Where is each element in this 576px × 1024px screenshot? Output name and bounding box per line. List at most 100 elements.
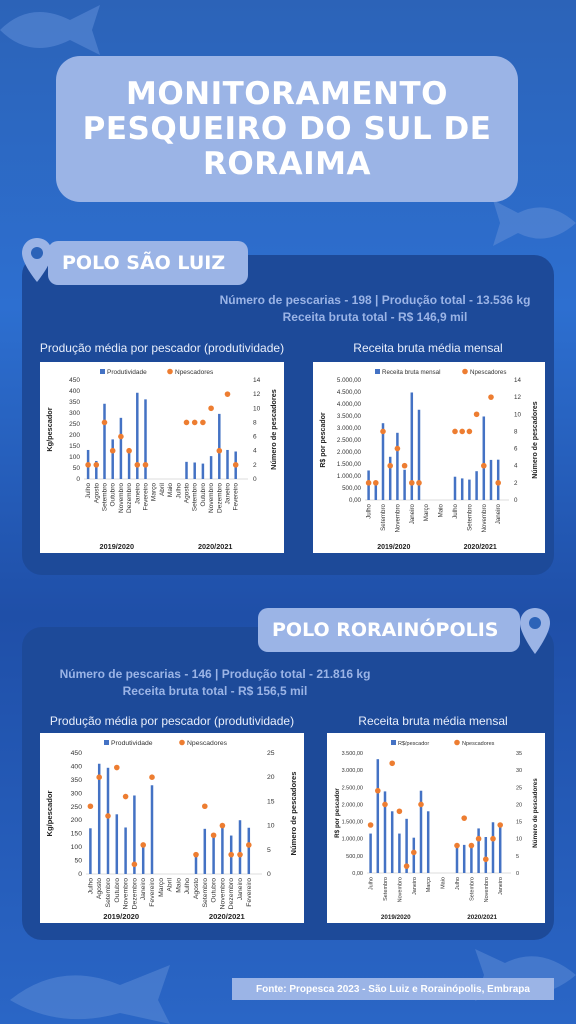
- dot: [210, 832, 217, 839]
- legend-swatch: [375, 369, 380, 374]
- bar: [453, 476, 457, 500]
- bar: [381, 423, 385, 500]
- x-tick-label: Julho: [184, 878, 191, 894]
- bar: [489, 459, 493, 500]
- y2-tick-label: 15: [516, 820, 522, 826]
- dot: [461, 815, 467, 821]
- legend-label: Npescadores: [187, 740, 228, 747]
- x-tick-label: Setembro: [469, 877, 475, 901]
- dot: [396, 808, 403, 815]
- x-tick-label: Setembro: [466, 503, 473, 530]
- x-tick-label: Outubro: [110, 483, 117, 507]
- map-pin-icon: [22, 238, 52, 282]
- bar: [111, 439, 114, 479]
- title-box: MONITORAMENTO PESQUEIRO DO SUL DE RORAIM…: [56, 56, 518, 202]
- bar: [419, 790, 423, 873]
- x-tick-label: Agosto: [193, 878, 200, 899]
- dot: [466, 428, 473, 435]
- bar: [106, 767, 110, 874]
- legend-swatch: [179, 739, 185, 746]
- dot: [109, 447, 116, 454]
- dot: [452, 428, 458, 435]
- x-tick-label: Fevereiro: [246, 878, 253, 907]
- bar: [194, 854, 198, 874]
- dot: [232, 462, 239, 468]
- bar: [193, 462, 196, 479]
- bar: [247, 827, 251, 874]
- bar: [369, 833, 372, 873]
- dot: [459, 428, 465, 435]
- y-tick-label: 1.500,00: [337, 461, 362, 468]
- y2-axis-title: Número de pescadores: [532, 401, 539, 479]
- y-tick-label: 450: [71, 750, 83, 757]
- y2-tick-label: 4: [253, 448, 257, 455]
- x-tick-label: Novembro: [123, 878, 130, 910]
- dot: [142, 462, 149, 468]
- x-tick-label: Agosto: [184, 483, 191, 504]
- dot: [122, 793, 129, 800]
- bar: [390, 811, 394, 873]
- dot: [389, 760, 395, 767]
- x-tick-label: Agosto: [96, 878, 103, 899]
- x-tick-label: Dezembro: [131, 878, 138, 910]
- bar: [498, 823, 502, 873]
- bar: [388, 456, 392, 500]
- bar: [475, 471, 478, 500]
- x-tick-label: Janeiro: [498, 877, 504, 895]
- dot: [183, 419, 190, 426]
- dot: [114, 764, 120, 771]
- dot: [401, 462, 408, 469]
- x-tick-label: Novembro: [397, 877, 403, 902]
- x-tick-label: Janeiro: [409, 503, 416, 524]
- dot: [416, 480, 422, 486]
- y-tick-label: 400: [69, 388, 80, 395]
- y2-tick-label: 2: [253, 462, 257, 469]
- bar: [455, 844, 459, 873]
- y-tick-label: 1.000,00: [337, 473, 362, 480]
- y-tick-label: 500,00: [342, 485, 361, 492]
- dot: [216, 447, 223, 454]
- x-tick-label: Setembro: [202, 878, 209, 908]
- y2-axis-title: Número de pescadores: [532, 778, 539, 848]
- legend-swatch: [100, 369, 105, 374]
- dot: [118, 433, 124, 440]
- x-tick-label: Abril: [167, 878, 174, 892]
- y-tick-label: 350: [69, 399, 80, 406]
- dot: [200, 419, 206, 426]
- group-label: 2020/2021: [209, 912, 246, 921]
- dot: [497, 822, 503, 828]
- group-label: 2020/2021: [198, 542, 233, 551]
- bar: [403, 469, 406, 500]
- y2-tick-label: 25: [267, 750, 275, 757]
- x-tick-label: Fevereiro: [149, 878, 156, 907]
- x-tick-label: Outubro: [114, 878, 121, 903]
- dot: [411, 849, 417, 856]
- y2-tick-label: 5: [516, 854, 519, 860]
- y-axis-title: Kg/pescador: [45, 790, 54, 836]
- bar: [477, 828, 480, 873]
- bar: [103, 403, 106, 479]
- bar: [218, 413, 221, 479]
- y-tick-label: 400: [71, 763, 83, 770]
- y-tick-label: 0,00: [349, 497, 362, 504]
- x-tick-label: Novembro: [484, 877, 490, 902]
- dot: [237, 851, 243, 858]
- dot: [140, 842, 146, 848]
- y-tick-label: 200: [69, 432, 80, 439]
- y2-tick-label: 0: [253, 476, 257, 483]
- x-tick-label: Julho: [87, 878, 94, 894]
- y2-tick-label: 25: [516, 785, 522, 791]
- x-tick-label: Maio: [175, 878, 182, 893]
- chart-caption: Receita bruta média mensal: [358, 714, 508, 728]
- bar: [374, 481, 378, 500]
- x-tick-label: Novembro: [481, 503, 488, 532]
- group-label: 2019/2020: [103, 912, 139, 921]
- dot: [96, 774, 102, 780]
- group-label: 2019/2020: [377, 544, 410, 551]
- dot: [246, 842, 252, 848]
- bar: [119, 417, 123, 479]
- bar: [89, 828, 92, 874]
- legend-label: R$/pescador: [398, 741, 429, 747]
- dot: [495, 480, 501, 486]
- dot: [394, 445, 401, 452]
